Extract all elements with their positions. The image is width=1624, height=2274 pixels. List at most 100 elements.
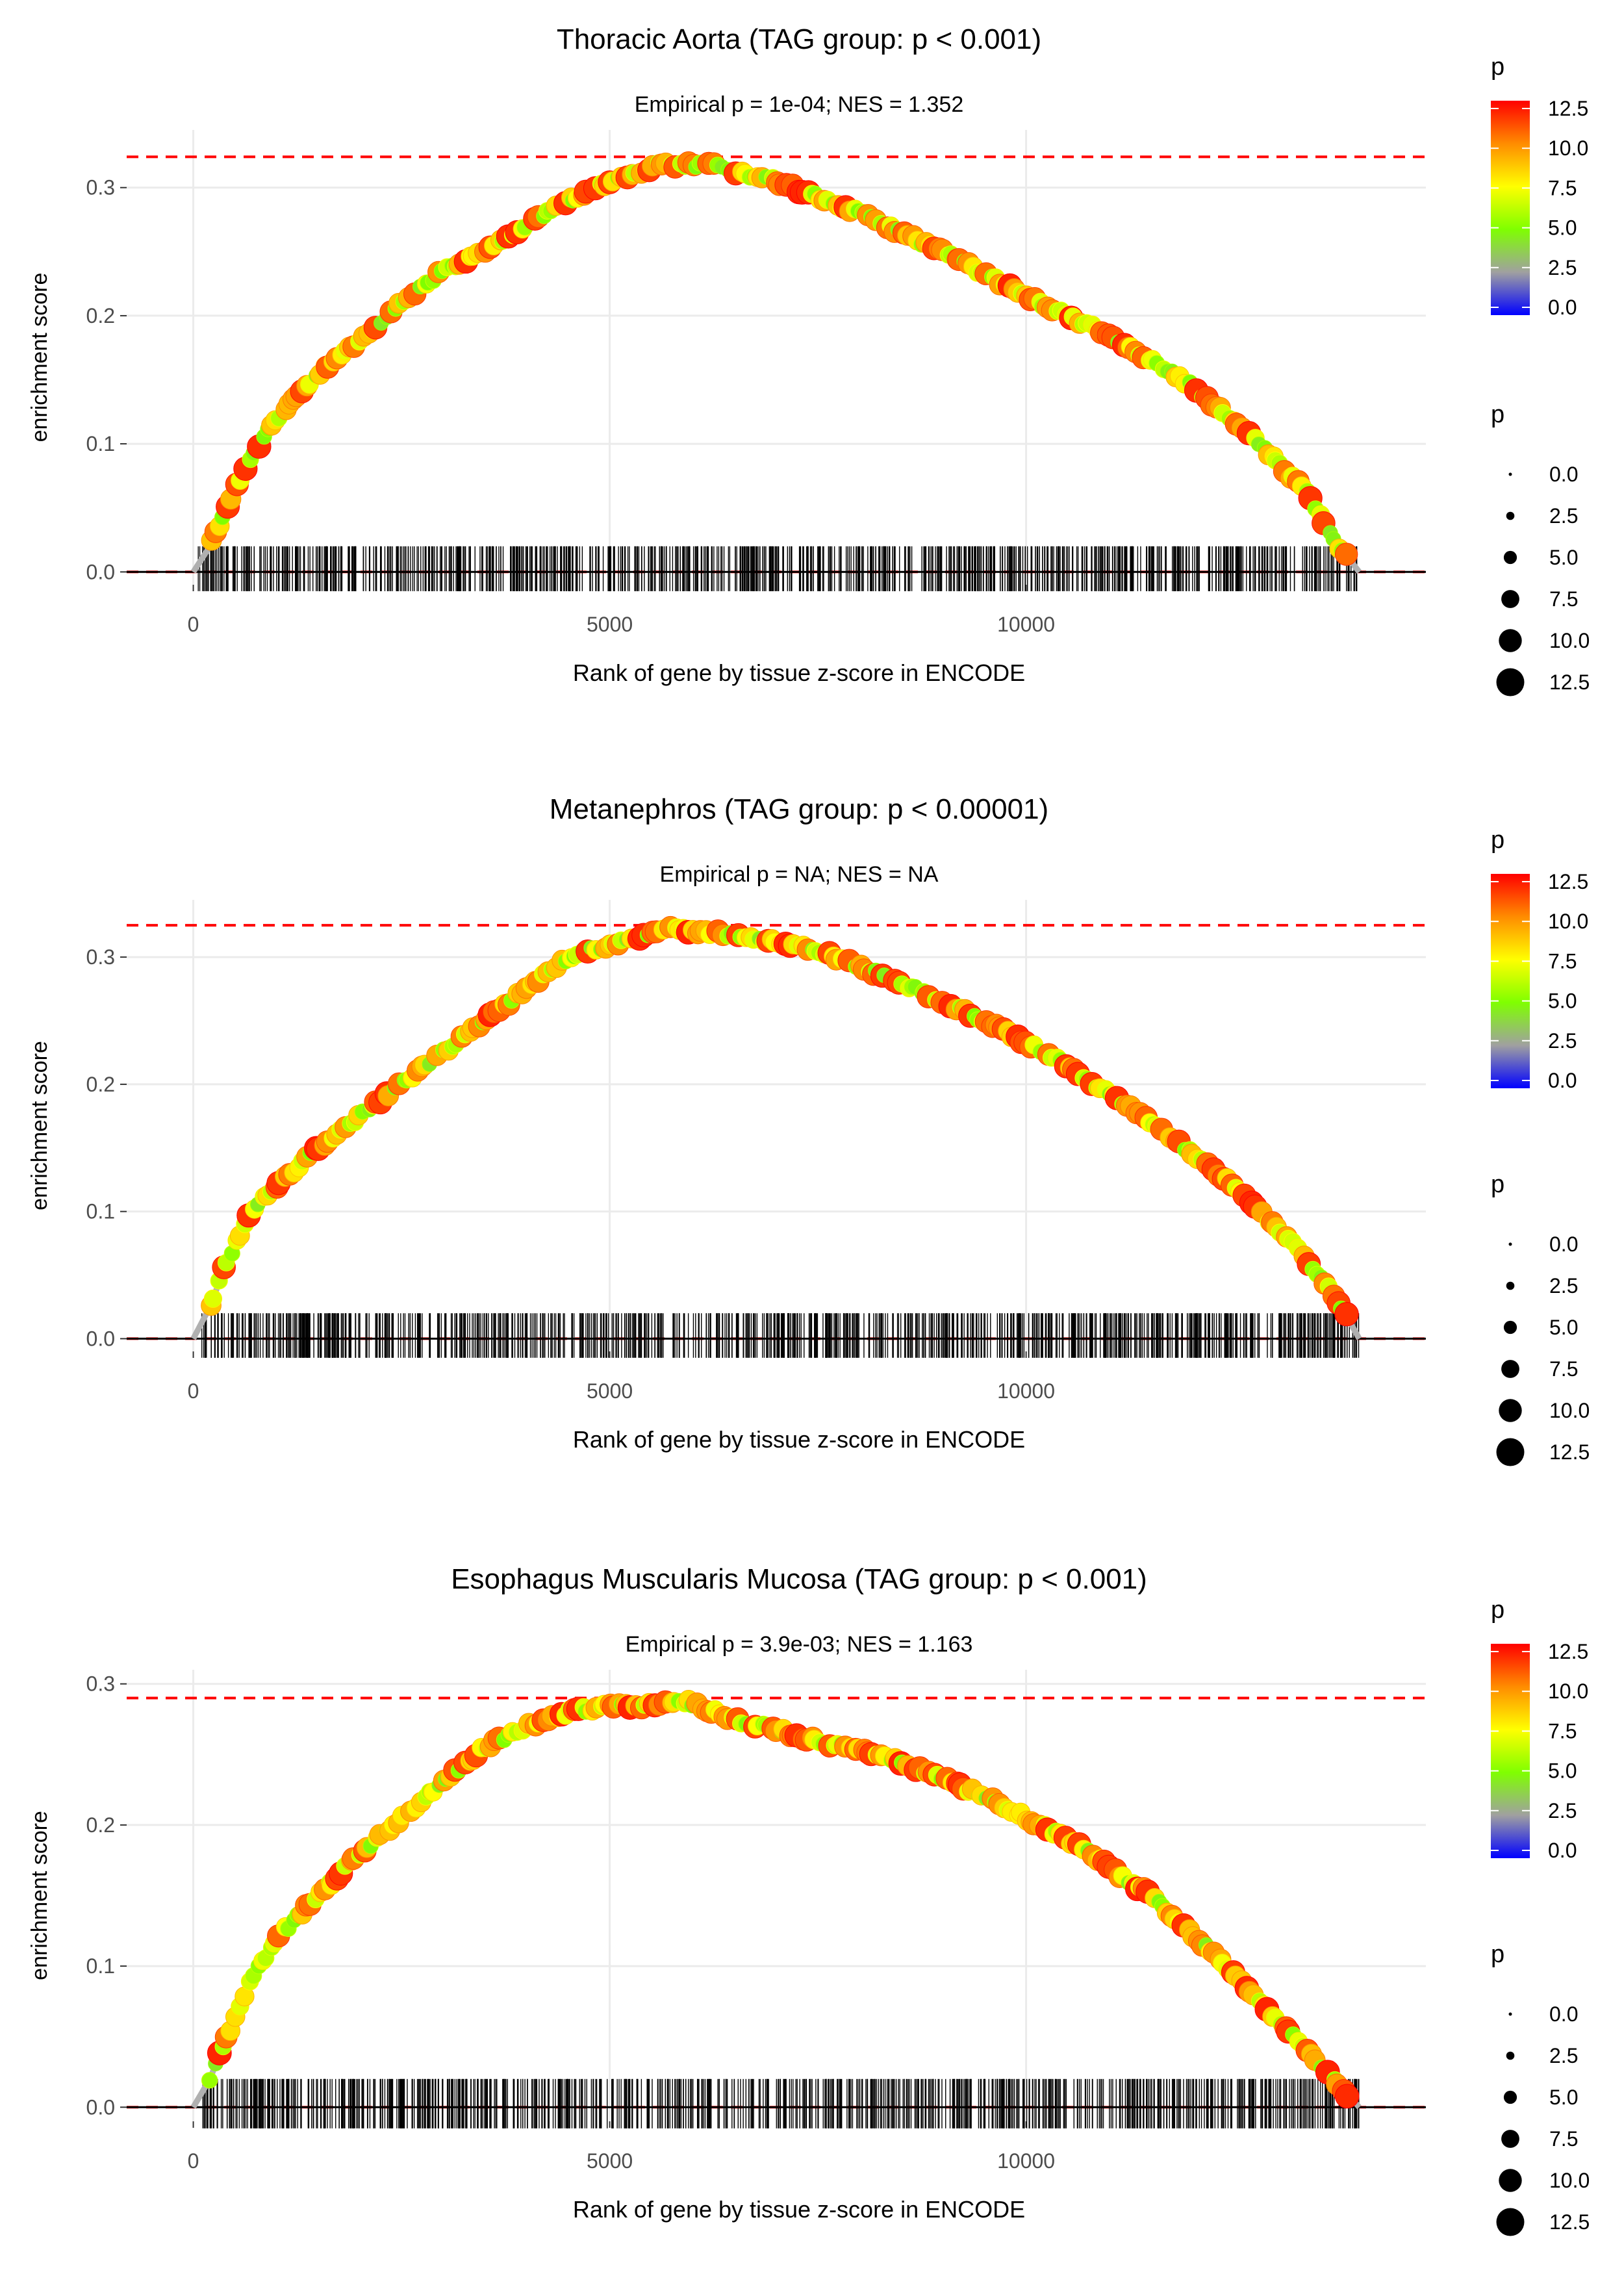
size-legend-label: 7.5 — [1549, 587, 1578, 611]
size-legend-key — [1508, 1242, 1512, 1246]
size-legend-label: 5.0 — [1549, 2086, 1578, 2109]
y-tick-label: 0.3 — [86, 945, 115, 969]
panel-metanephros: Metanephros (TAG group: p < 0.00001) Emp… — [27, 793, 1590, 1466]
colorbar-label: 2.5 — [1548, 256, 1577, 279]
panel-title: Thoracic Aorta (TAG group: p < 0.001) — [557, 23, 1041, 55]
colorbar-label: 0.0 — [1548, 1069, 1577, 1092]
gene-rug — [201, 1313, 1360, 1358]
size-legend-label: 5.0 — [1549, 546, 1578, 569]
size-legend-title: p — [1491, 401, 1504, 428]
es-curve — [190, 1698, 1362, 2110]
x-tick-label: 10000 — [997, 613, 1055, 636]
size-legend-key — [1503, 2090, 1517, 2104]
x-axis-label: Rank of gene by tissue z-score in ENCODE — [573, 1426, 1025, 1453]
y-axis-label: enrichment score — [27, 273, 52, 442]
size-legend-key — [1501, 2130, 1519, 2148]
size-legend-key — [1499, 1399, 1522, 1422]
y-tick-label: 0.1 — [86, 1954, 115, 1978]
size-legend-key — [1501, 1360, 1519, 1378]
es-point — [1334, 543, 1358, 566]
y-tick-label: 0.2 — [86, 1813, 115, 1837]
size-legend-label: 0.0 — [1549, 463, 1578, 486]
gene-rug — [202, 2078, 1360, 2128]
colorbar-title: p — [1491, 1596, 1504, 1624]
es-points — [201, 915, 1359, 1327]
panel-subtitle: Empirical p = NA; NES = NA — [660, 862, 939, 887]
y-axis-label: enrichment score — [27, 1041, 52, 1210]
y-tick-label: 0.2 — [86, 304, 115, 327]
size-legend-label: 10.0 — [1549, 2169, 1590, 2192]
size-legend-label: 5.0 — [1549, 1316, 1578, 1339]
size-legend-key — [1506, 511, 1515, 520]
es-point — [201, 2072, 218, 2089]
size-legend-key — [1508, 472, 1512, 476]
es-point — [1334, 1301, 1359, 1327]
size-legend-label: 10.0 — [1549, 1399, 1590, 1422]
size-legend-key — [1499, 629, 1522, 652]
x-axis-label: Rank of gene by tissue z-score in ENCODE — [573, 659, 1025, 686]
colorbar-label: 2.5 — [1548, 1799, 1577, 1822]
gene-rug — [197, 546, 1358, 591]
x-axis-label: Rank of gene by tissue z-score in ENCODE — [573, 2196, 1025, 2223]
size-legend-key — [1503, 550, 1517, 565]
colorbar — [1491, 101, 1530, 315]
size-legend-key — [1503, 1320, 1517, 1335]
x-tick-label: 10000 — [997, 2149, 1055, 2173]
size-legend-key — [1496, 1438, 1525, 1466]
size-legend-key — [1506, 2051, 1515, 2060]
es-point — [203, 1289, 223, 1309]
y-tick-label: 0.0 — [86, 2095, 115, 2119]
colorbar-label: 0.0 — [1548, 1839, 1577, 1862]
panel-title: Metanephros (TAG group: p < 0.00001) — [550, 793, 1048, 825]
y-tick-label: 0.3 — [86, 176, 115, 199]
size-legend-label: 7.5 — [1549, 1357, 1578, 1381]
size-legend-label: 12.5 — [1549, 671, 1590, 694]
size-legend-key — [1508, 2012, 1512, 2016]
x-tick-label: 5000 — [587, 1379, 633, 1403]
size-legend-label: 2.5 — [1549, 504, 1578, 528]
size-legend-title: p — [1491, 1171, 1504, 1198]
panel-thoracic-aorta: Thoracic Aorta (TAG group: p < 0.001) Em… — [27, 23, 1590, 696]
x-tick-label: 0 — [188, 613, 199, 636]
panel-title: Esophagus Muscularis Mucosa (TAG group: … — [451, 1563, 1147, 1595]
size-legend-key — [1506, 1281, 1515, 1290]
colorbar-label: 12.5 — [1548, 97, 1588, 120]
panel-subtitle: Empirical p = 1e-04; NES = 1.352 — [635, 92, 964, 117]
size-legend-label: 7.5 — [1549, 2127, 1578, 2151]
colorbar — [1491, 874, 1530, 1088]
size-legend-label: 0.0 — [1549, 2002, 1578, 2026]
y-axis-label: enrichment score — [27, 1811, 52, 1980]
x-tick-label: 5000 — [587, 2149, 633, 2173]
y-tick-label: 0.1 — [86, 1200, 115, 1223]
size-legend-label: 12.5 — [1549, 1440, 1590, 1464]
colorbar-title: p — [1491, 826, 1504, 854]
es-points — [201, 1689, 1360, 2109]
x-tick-label: 0 — [188, 1379, 199, 1403]
colorbar-label: 5.0 — [1548, 990, 1577, 1013]
colorbar-label: 12.5 — [1548, 870, 1588, 893]
y-tick-label: 0.2 — [86, 1073, 115, 1096]
colorbar-label: 7.5 — [1548, 1719, 1577, 1743]
es-points — [201, 151, 1358, 566]
colorbar-label: 10.0 — [1548, 136, 1588, 160]
colorbar-label: 10.0 — [1548, 910, 1588, 933]
size-legend-key — [1501, 590, 1519, 608]
colorbar-label: 10.0 — [1548, 1680, 1588, 1703]
size-legend-key — [1499, 2169, 1522, 2192]
y-tick-label: 0.3 — [86, 1672, 115, 1696]
colorbar-label: 12.5 — [1548, 1640, 1588, 1663]
size-legend-title: p — [1491, 1941, 1504, 1968]
panel-esophagus-muscularis-mucosa: Esophagus Muscularis Mucosa (TAG group: … — [27, 1563, 1590, 2236]
x-tick-label: 10000 — [997, 1379, 1055, 1403]
colorbar-label: 7.5 — [1548, 949, 1577, 973]
size-legend-key — [1496, 2208, 1525, 2236]
size-legend-label: 10.0 — [1549, 629, 1590, 652]
x-tick-label: 5000 — [587, 613, 633, 636]
y-tick-label: 0.1 — [86, 432, 115, 455]
colorbar-label: 5.0 — [1548, 1759, 1577, 1783]
colorbar-title: p — [1491, 53, 1504, 81]
y-tick-label: 0.0 — [86, 560, 115, 583]
colorbar — [1491, 1644, 1530, 1858]
size-legend-key — [1496, 668, 1525, 696]
size-legend-label: 12.5 — [1549, 2210, 1590, 2234]
